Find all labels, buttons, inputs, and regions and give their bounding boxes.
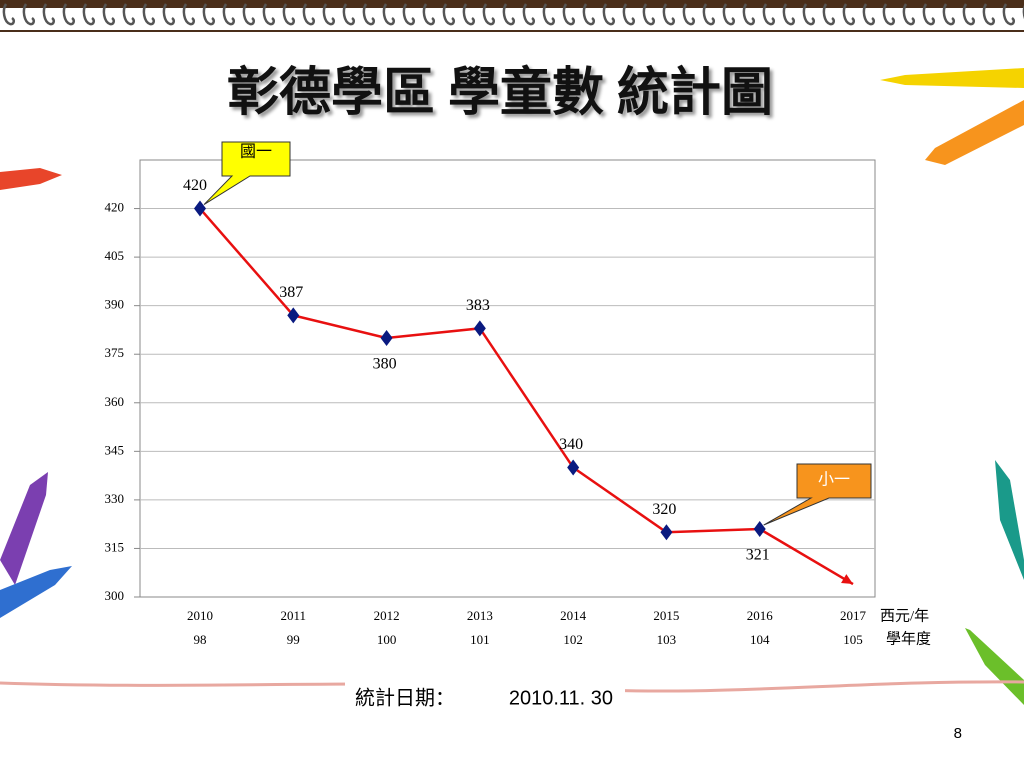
value-label: 380 xyxy=(373,356,397,373)
marker xyxy=(567,459,580,476)
x-tick-label: 2013 xyxy=(467,608,493,623)
marker xyxy=(473,320,486,337)
y-tick-label: 420 xyxy=(105,200,125,215)
y-tick-label: 315 xyxy=(105,539,125,554)
value-label: 420 xyxy=(183,177,207,194)
callout xyxy=(763,463,872,526)
x-tick-label: 103 xyxy=(657,632,677,647)
arrow-head xyxy=(841,574,853,585)
x-tick-label: 98 xyxy=(194,632,207,647)
chart-title: 彰德學區 學童數 統計圖 xyxy=(227,64,773,122)
y-tick-label: 300 xyxy=(105,588,125,603)
callout-text: 國一 xyxy=(240,144,272,161)
x-tick-label: 99 xyxy=(287,632,300,647)
callout-text: 小一 xyxy=(818,471,850,489)
footer-label: 統計日期： xyxy=(355,686,455,710)
y-tick-label: 330 xyxy=(105,491,125,506)
marker xyxy=(753,521,766,538)
x-tick-label: 2012 xyxy=(374,608,400,623)
x-tick-label: 101 xyxy=(470,632,490,647)
pencils xyxy=(0,68,1024,705)
x-tick-label: 102 xyxy=(563,632,583,647)
footer-box xyxy=(345,680,625,716)
x-tick-label: 2016 xyxy=(747,608,774,623)
marker xyxy=(380,330,393,347)
line xyxy=(199,207,854,586)
plot: 300 315 330 345 360 375 390 405 420 2010 98 2011 99 2… xyxy=(105,177,875,647)
x-tick-label: 2015 xyxy=(653,608,679,623)
y-tick-label: 405 xyxy=(105,248,125,263)
marker xyxy=(287,307,300,324)
marker xyxy=(194,200,206,217)
y-tick-label: 390 xyxy=(105,297,125,312)
value-label: 387 xyxy=(279,284,303,301)
marker xyxy=(660,524,673,541)
value-label: 383 xyxy=(466,297,490,314)
x-tick-label: 2010 xyxy=(187,608,213,623)
x-tick-label: 2011 xyxy=(281,608,307,623)
y-tick-label: 375 xyxy=(105,345,125,360)
ring-binding xyxy=(0,0,1024,32)
y-tick-label: 360 xyxy=(105,394,125,409)
value-label: 320 xyxy=(652,501,676,518)
x-tick-label: 104 xyxy=(750,632,770,647)
value-label: 340 xyxy=(559,436,583,453)
footer-date: 2010.11. 30 xyxy=(509,687,613,709)
x-tick-label: 100 xyxy=(377,632,397,647)
x-tick-label: 2014 xyxy=(560,608,587,623)
x-tick-label: 105 xyxy=(843,632,863,647)
y-tick-label: 345 xyxy=(105,442,125,457)
x-axis-label: 西元/年 xyxy=(880,607,929,624)
x-axis-label: 學年度 xyxy=(886,629,931,647)
x-tick-label: 2017 xyxy=(840,608,867,623)
value-label: 321 xyxy=(746,547,770,564)
callout xyxy=(203,141,291,205)
plot-area xyxy=(139,159,876,598)
page-number: 8 xyxy=(954,725,962,742)
